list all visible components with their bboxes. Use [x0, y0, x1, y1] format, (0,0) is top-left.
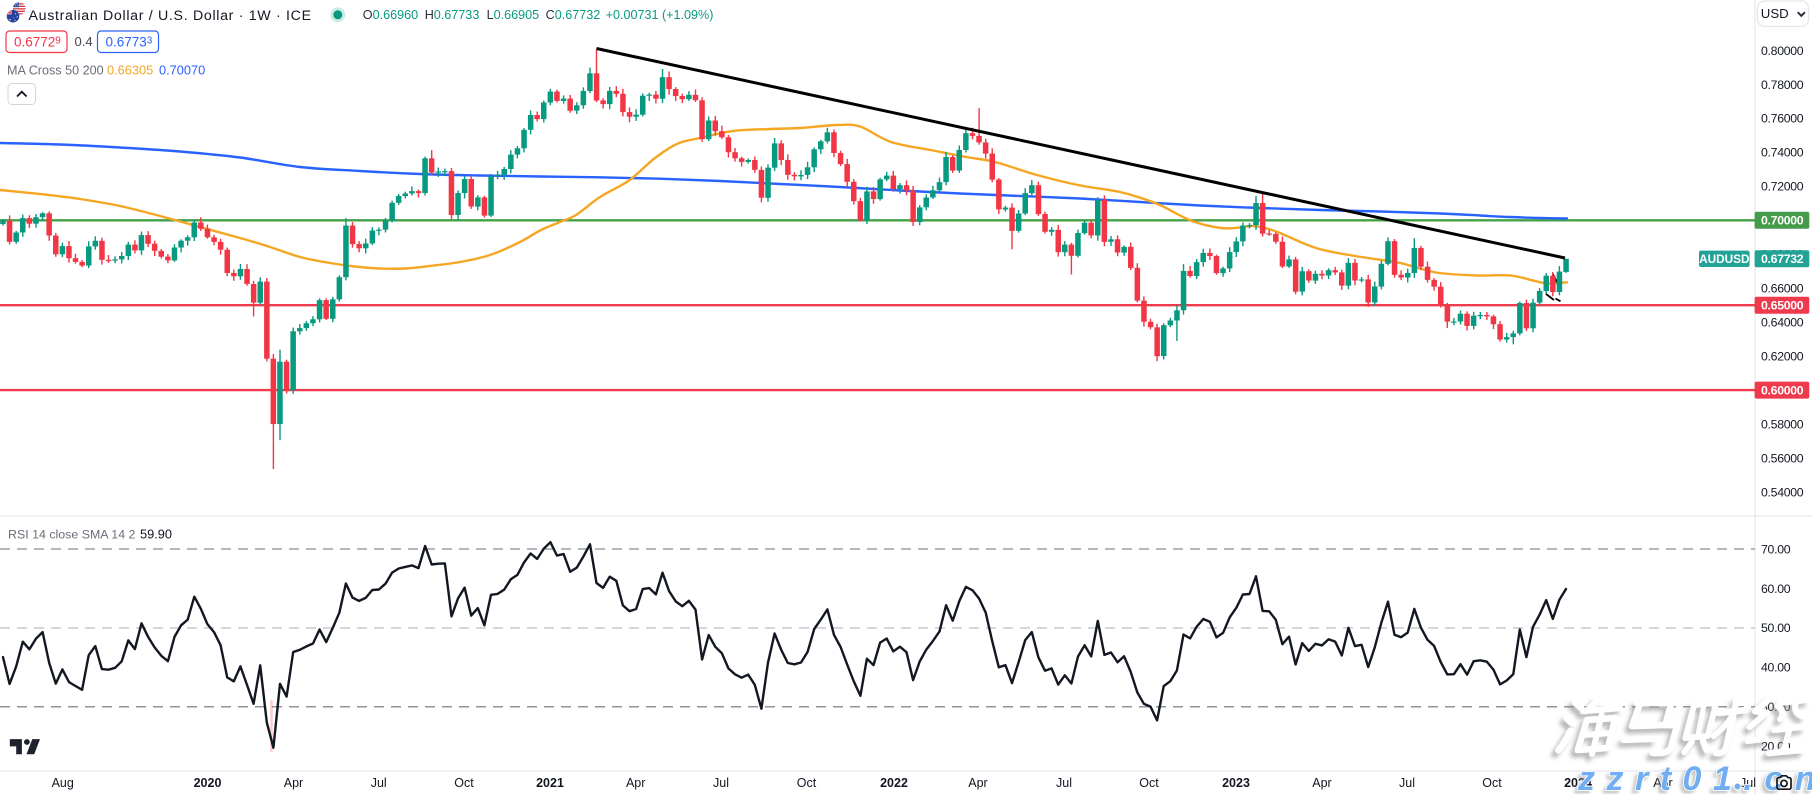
svg-text:Jul: Jul: [1740, 776, 1756, 790]
svg-text:0.78000: 0.78000: [1761, 78, 1804, 92]
svg-text:0.66000: 0.66000: [1761, 282, 1804, 296]
svg-text:70.00: 70.00: [1761, 542, 1791, 556]
svg-text:0.72000: 0.72000: [1761, 180, 1804, 194]
svg-text:MA Cross 50 200: MA Cross 50 200: [7, 64, 104, 78]
svg-text:Oct: Oct: [1482, 776, 1502, 790]
svg-text:L0.66905: L0.66905: [487, 8, 540, 22]
svg-text:0.58000: 0.58000: [1761, 417, 1804, 431]
svg-text:Jul: Jul: [1056, 776, 1072, 790]
svg-text:Oct: Oct: [454, 776, 474, 790]
svg-text:0.60000: 0.60000: [1761, 383, 1804, 397]
svg-text:0.67732: 0.67732: [1761, 252, 1804, 266]
svg-text:AUDUSD: AUDUSD: [1699, 252, 1750, 266]
svg-text:0.4: 0.4: [75, 34, 93, 49]
svg-text:Apr: Apr: [1312, 776, 1331, 790]
svg-text:0.67729: 0.67729: [14, 35, 61, 50]
svg-text:0.74000: 0.74000: [1761, 146, 1804, 160]
svg-text:0.65000: 0.65000: [1761, 298, 1804, 312]
svg-text:O0.66960: O0.66960: [363, 8, 418, 22]
svg-text:Aug: Aug: [52, 776, 74, 790]
svg-text:50.00: 50.00: [1761, 621, 1791, 635]
svg-text:0.62000: 0.62000: [1761, 349, 1804, 363]
svg-text:zzrt01.cn: zzrt01.cn: [1577, 760, 1812, 794]
svg-text:40.00: 40.00: [1761, 661, 1791, 675]
svg-text:0.76000: 0.76000: [1761, 112, 1804, 126]
svg-text:2023: 2023: [1222, 776, 1250, 790]
svg-text:2024: 2024: [1564, 776, 1592, 790]
svg-text:0.66305: 0.66305: [107, 63, 153, 78]
svg-text:60.00: 60.00: [1761, 582, 1791, 596]
svg-text:Apr: Apr: [1653, 776, 1672, 790]
svg-text:0.56000: 0.56000: [1761, 451, 1804, 465]
svg-text:Jul: Jul: [371, 776, 387, 790]
svg-text:USD: USD: [1761, 6, 1789, 21]
svg-text:2020: 2020: [194, 776, 222, 790]
svg-text:Apr: Apr: [284, 776, 303, 790]
svg-text:0.67733: 0.67733: [106, 35, 153, 50]
svg-text:2021: 2021: [536, 776, 564, 790]
svg-text:Australian Dollar / U.S. Dolla: Australian Dollar / U.S. Dollar · 1W · I…: [29, 8, 312, 24]
svg-text:+0.00731 (+1.09%): +0.00731 (+1.09%): [606, 8, 714, 22]
svg-text:H0.67733: H0.67733: [425, 8, 480, 22]
svg-text:59.90: 59.90: [140, 527, 172, 542]
svg-text:0.54000: 0.54000: [1761, 485, 1804, 499]
svg-text:RSI 14 close SMA 14 2: RSI 14 close SMA 14 2: [8, 528, 136, 542]
svg-text:Jul: Jul: [1399, 776, 1415, 790]
svg-text:Apr: Apr: [968, 776, 987, 790]
svg-text:0.70070: 0.70070: [159, 63, 205, 78]
svg-text:C0.67732: C0.67732: [546, 8, 601, 22]
svg-text:2022: 2022: [880, 776, 908, 790]
svg-text:Oct: Oct: [1139, 776, 1159, 790]
svg-text:0.70000: 0.70000: [1761, 214, 1804, 228]
svg-text:Jul: Jul: [713, 776, 729, 790]
svg-text:0.80000: 0.80000: [1761, 44, 1804, 58]
svg-text:Apr: Apr: [626, 776, 645, 790]
svg-text:Oct: Oct: [797, 776, 817, 790]
svg-text:0.64000: 0.64000: [1761, 316, 1804, 330]
